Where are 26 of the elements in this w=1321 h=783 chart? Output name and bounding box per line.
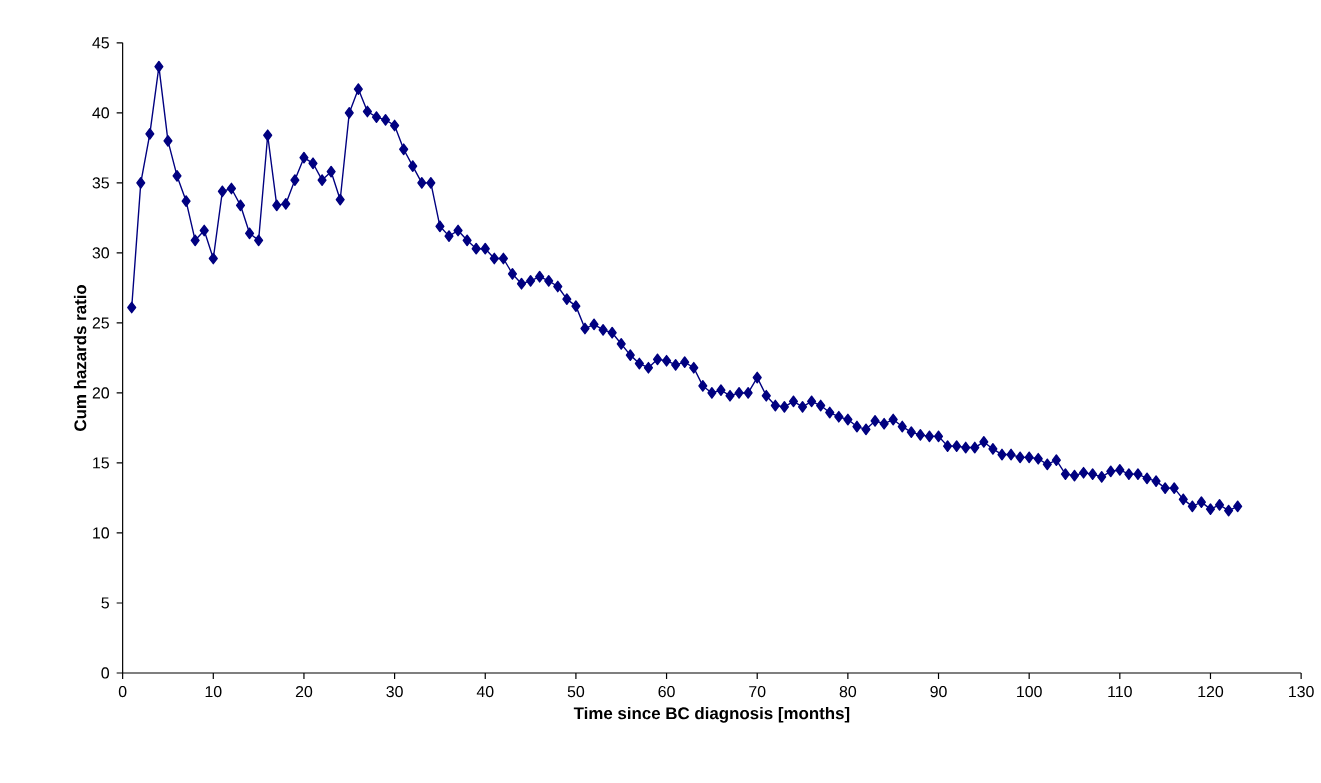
x-tick-label: 10 [205, 686, 222, 698]
x-tick-label: 20 [295, 686, 313, 698]
y-tick-label: 40 [92, 107, 110, 119]
y-tick-label: 5 [101, 597, 109, 609]
y-tick-label: 20 [92, 387, 110, 399]
x-tick-label: 80 [839, 686, 857, 698]
y-axis-title: Cum hazards ratio [73, 285, 87, 432]
x-tick-label: 40 [476, 686, 494, 698]
x-tick-label: 70 [749, 686, 766, 698]
y-tick-label: 35 [92, 177, 109, 189]
x-tick-label: 0 [118, 686, 127, 698]
x-tick-label: 120 [1198, 686, 1224, 698]
y-tick-label: 45 [92, 37, 109, 49]
x-tick-label: 100 [1017, 686, 1042, 698]
y-tick-label: 30 [92, 247, 110, 259]
x-tick-label: 50 [567, 686, 585, 698]
x-tick-label: 130 [1289, 686, 1314, 698]
y-tick-label: 25 [92, 317, 109, 329]
y-tick-label: 10 [93, 527, 110, 539]
y-tick-label: 15 [93, 457, 109, 469]
x-tick-label: 30 [386, 686, 403, 698]
y-tick-label: 0 [101, 667, 110, 679]
x-tick-label: 90 [930, 686, 947, 698]
x-tick-label: 110 [1108, 686, 1132, 698]
x-tick-label: 60 [658, 686, 675, 698]
x-axis-title: Time since BC diagnosis [months] [573, 707, 850, 723]
